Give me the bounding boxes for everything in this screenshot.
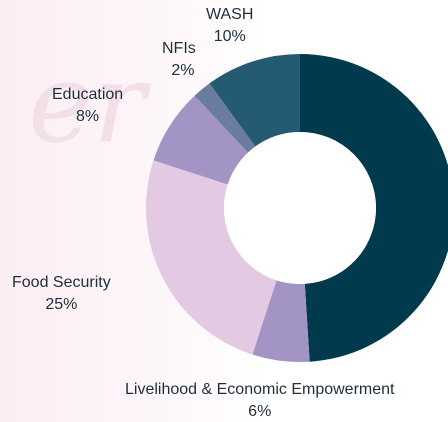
label-food-security-value: 25% bbox=[45, 295, 78, 313]
label-education-value: 8% bbox=[76, 107, 100, 125]
label-wash: WASH 10% bbox=[206, 4, 253, 47]
slice-livelihood-economic-empowerment bbox=[252, 280, 310, 362]
donut-hole bbox=[224, 132, 376, 284]
label-wash-value: 10% bbox=[213, 27, 246, 45]
label-food-security: Food Security 25% bbox=[12, 272, 111, 315]
label-nfis-name: NFIs bbox=[162, 40, 196, 57]
label-nfis-value: 2% bbox=[171, 61, 195, 79]
label-education-name: Education bbox=[52, 86, 124, 103]
label-food-security-name: Food Security bbox=[12, 274, 111, 291]
label-livelihood: Livelihood & Economic Empowerment 6% bbox=[125, 379, 394, 422]
label-wash-name: WASH bbox=[206, 6, 254, 23]
slice-others bbox=[300, 54, 448, 362]
slice-nfis bbox=[194, 83, 256, 153]
label-livelihood-name: Livelihood & Economic Empowerment bbox=[125, 381, 395, 398]
label-nfis: NFIs 2% bbox=[162, 38, 196, 81]
label-education: Education 8% bbox=[52, 84, 123, 127]
slice-education bbox=[153, 95, 248, 185]
background-watermark: er bbox=[28, 39, 146, 167]
label-livelihood-value: 6% bbox=[248, 402, 272, 420]
slice-food-security bbox=[146, 160, 277, 355]
slice-wash bbox=[209, 54, 300, 147]
